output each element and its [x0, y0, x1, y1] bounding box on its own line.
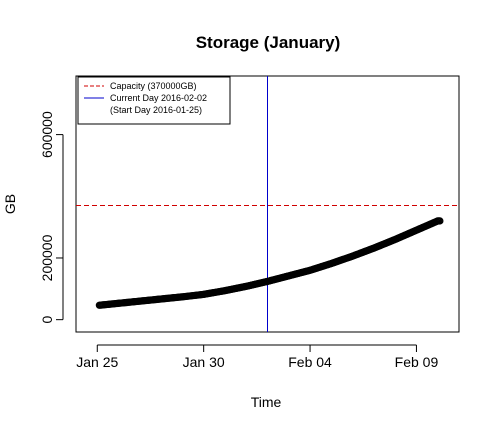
x-tick-label: Feb 04 [288, 354, 332, 370]
y-axis-label: GB [2, 194, 18, 214]
x-tick-label: Jan 30 [183, 354, 225, 370]
data-point [436, 217, 444, 225]
legend-item-label: (Start Day 2016-01-25) [110, 105, 202, 115]
x-axis-label: Time [251, 394, 282, 410]
y-tick-label: 600000 [39, 111, 55, 158]
legend-box [77, 76, 231, 125]
x-tick-label: Feb 09 [395, 354, 439, 370]
chart-title: Storage (January) [196, 33, 341, 52]
legend-item-label: Current Day 2016-02-02 [110, 93, 207, 103]
legend-item-label: Capacity (370000GB) [110, 81, 197, 91]
axes: Jan 25 Jan 30 Feb 04 Feb 09 0 200000 600000 [39, 111, 438, 370]
y-tick-label: 0 [39, 316, 55, 324]
x-tick-label: Jan 25 [76, 354, 118, 370]
y-tick-label: 200000 [39, 234, 55, 281]
legend: Capacity (370000GB) Current Day 2016-02-0… [77, 76, 231, 125]
plot-area [76, 76, 459, 332]
